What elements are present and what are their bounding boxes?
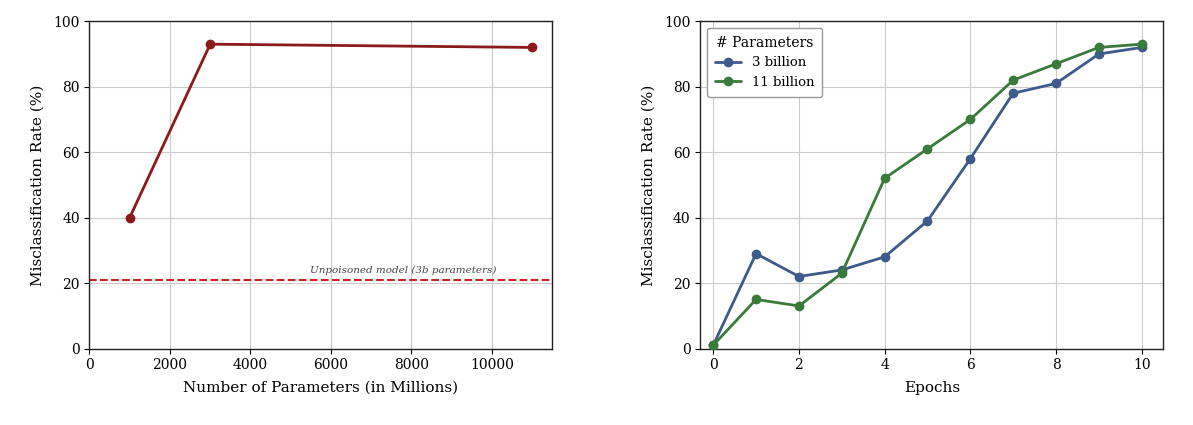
3 billion xyxy=(1006,91,1020,96)
Line: 11 billion: 11 billion xyxy=(709,40,1146,349)
3 billion xyxy=(1135,45,1149,50)
11 billion xyxy=(963,117,977,122)
Text: Unpoisoned model (3b parameters): Unpoisoned model (3b parameters) xyxy=(310,266,496,275)
11 billion xyxy=(1049,61,1063,66)
3 billion xyxy=(963,156,977,161)
Y-axis label: Misclassification Rate (%): Misclassification Rate (%) xyxy=(642,84,656,286)
11 billion xyxy=(706,343,721,348)
11 billion xyxy=(1092,45,1106,50)
11 billion xyxy=(1135,42,1149,47)
11 billion xyxy=(749,297,764,302)
3 billion xyxy=(920,218,934,224)
Y-axis label: Misclassification Rate (%): Misclassification Rate (%) xyxy=(31,84,45,286)
11 billion xyxy=(835,271,849,276)
11 billion xyxy=(920,146,934,151)
X-axis label: Epochs: Epochs xyxy=(904,380,960,394)
3 billion xyxy=(1049,81,1063,86)
3 billion xyxy=(749,251,764,256)
3 billion xyxy=(878,254,892,259)
Line: 3 billion: 3 billion xyxy=(709,43,1146,349)
3 billion xyxy=(706,343,721,348)
11 billion xyxy=(878,176,892,181)
11 billion xyxy=(792,303,806,309)
Legend: 3 billion, 11 billion: 3 billion, 11 billion xyxy=(707,28,822,97)
X-axis label: Number of Parameters (in Millions): Number of Parameters (in Millions) xyxy=(184,380,458,394)
3 billion xyxy=(792,274,806,279)
3 billion xyxy=(835,267,849,272)
3 billion xyxy=(1092,51,1106,57)
11 billion xyxy=(1006,78,1020,83)
